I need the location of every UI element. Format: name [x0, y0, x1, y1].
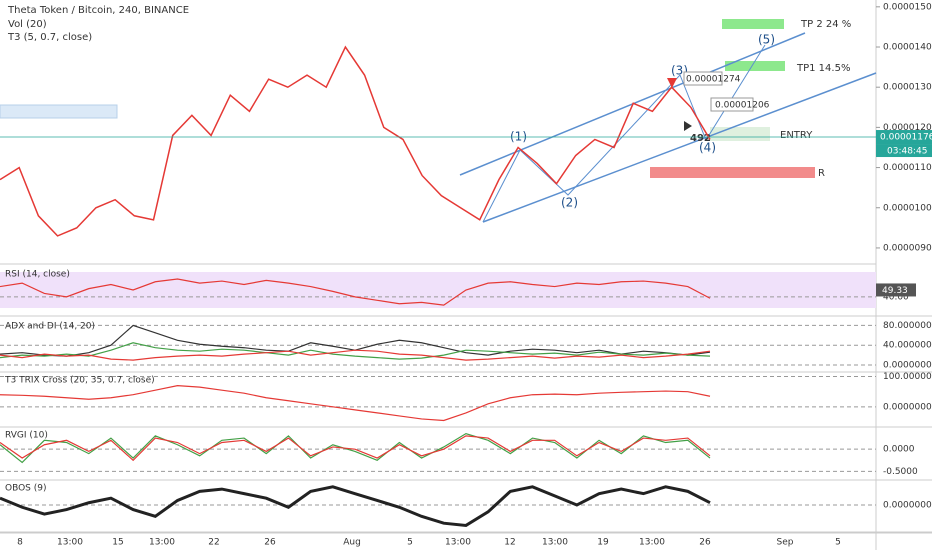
- y-tick-label: 0.00001300: [883, 83, 932, 93]
- y-tick-label: 0.00001100: [883, 163, 932, 173]
- callout-box: [683, 71, 723, 86]
- entry-zone: [710, 127, 770, 141]
- t3-label: T3 (5, 0.7, close): [7, 32, 92, 43]
- y-tick-label: 40.00000000: [883, 341, 932, 351]
- x-tick-label: 22: [208, 538, 219, 548]
- y-tick-label: 0.00000000: [883, 361, 932, 371]
- resistance-zone: [650, 167, 815, 178]
- x-tick-label: Sep: [777, 538, 794, 548]
- x-tick-label: 13:00: [542, 538, 568, 548]
- volume-label: Vol (20): [8, 19, 47, 30]
- x-tick-label: 8: [17, 538, 23, 548]
- countdown: 03:48:45: [887, 147, 927, 157]
- arrow-down: [667, 78, 677, 88]
- y-tick-label: 0.00000000: [883, 501, 932, 511]
- y-tick-label: 0.00001500: [883, 2, 932, 12]
- wave-4: (4): [699, 141, 716, 155]
- indicator-title: OBOS (9): [5, 484, 47, 494]
- wave-5: (5): [758, 33, 775, 47]
- countdown-box: [876, 144, 932, 158]
- callout-box: [710, 97, 754, 112]
- x-tick-label: 15: [112, 538, 123, 548]
- indicator-title: RSI (14, close): [5, 270, 70, 280]
- r-label: R: [818, 168, 825, 179]
- x-tick-label: 5: [407, 538, 413, 548]
- x-tick-label: 13:00: [57, 538, 83, 548]
- series-line: [0, 485, 711, 527]
- title: Theta Token / Bitcoin, 240, BINANCE: [7, 5, 189, 16]
- tp2-zone: [722, 19, 784, 29]
- y-tick-label: 80.00000000: [883, 321, 932, 331]
- callout-low: 0.00001206: [715, 101, 770, 111]
- entry-label: ENTRY: [780, 130, 813, 141]
- y-tick-label: 100.00000000: [883, 372, 932, 382]
- y-tick-label: 0.00000900: [883, 243, 932, 253]
- x-tick-label: 5: [835, 538, 841, 548]
- x-tick-label: 13:00: [639, 538, 665, 548]
- tp1-label: TP1 14.5%: [796, 63, 850, 74]
- y-tick-label: 0.0000: [883, 445, 915, 455]
- wave-2: (2): [561, 196, 578, 210]
- y-tick-label: 0.00001200: [883, 123, 932, 133]
- wave-1: (1): [510, 130, 527, 144]
- wave-path: [482, 44, 766, 223]
- indicator-title: RVGI (10): [5, 431, 48, 441]
- callout-high: 0.00001274: [686, 75, 741, 85]
- x-tick-label: 13:00: [445, 538, 471, 548]
- y-tick-label: 0.00000000: [883, 402, 932, 412]
- y-tick-label: 40.00: [883, 292, 909, 302]
- channel-bottom: [482, 72, 877, 223]
- series-line: [0, 342, 711, 360]
- percent-label: 492: [690, 133, 711, 144]
- series-line: [0, 385, 711, 422]
- last-value-box: [876, 283, 916, 297]
- y-tick-label: 0.00001000: [883, 203, 932, 213]
- y-tick-label: 0.00001400: [883, 43, 932, 53]
- x-tick-label: 26: [699, 538, 711, 548]
- tp1-zone: [725, 61, 785, 71]
- last-value: 49.33: [882, 286, 908, 296]
- indicator-title: ADX and DI (14, 20): [5, 322, 95, 332]
- tp2-label: TP 2 24 %: [800, 19, 851, 30]
- series-line: [0, 433, 711, 464]
- x-tick-label: 12: [504, 538, 515, 548]
- series-line: [0, 278, 711, 306]
- rsi-band: [0, 272, 876, 308]
- series-line: [0, 45, 711, 237]
- series-line: [0, 349, 711, 361]
- zone: [0, 104, 118, 119]
- last-price: 0.00001176: [880, 133, 932, 143]
- arrow-right: [684, 121, 692, 131]
- y-tick-label: -0.5000: [883, 467, 918, 477]
- x-tick-label: 13:00: [149, 538, 175, 548]
- series-line: [0, 435, 711, 462]
- indicator-title: T3 TRIX Cross (20, 35, 0.7, close): [4, 376, 155, 386]
- x-tick-label: Aug: [343, 538, 361, 548]
- last-price-box: [876, 130, 932, 145]
- x-tick-label: 26: [264, 538, 276, 548]
- x-tick-label: 19: [597, 538, 609, 548]
